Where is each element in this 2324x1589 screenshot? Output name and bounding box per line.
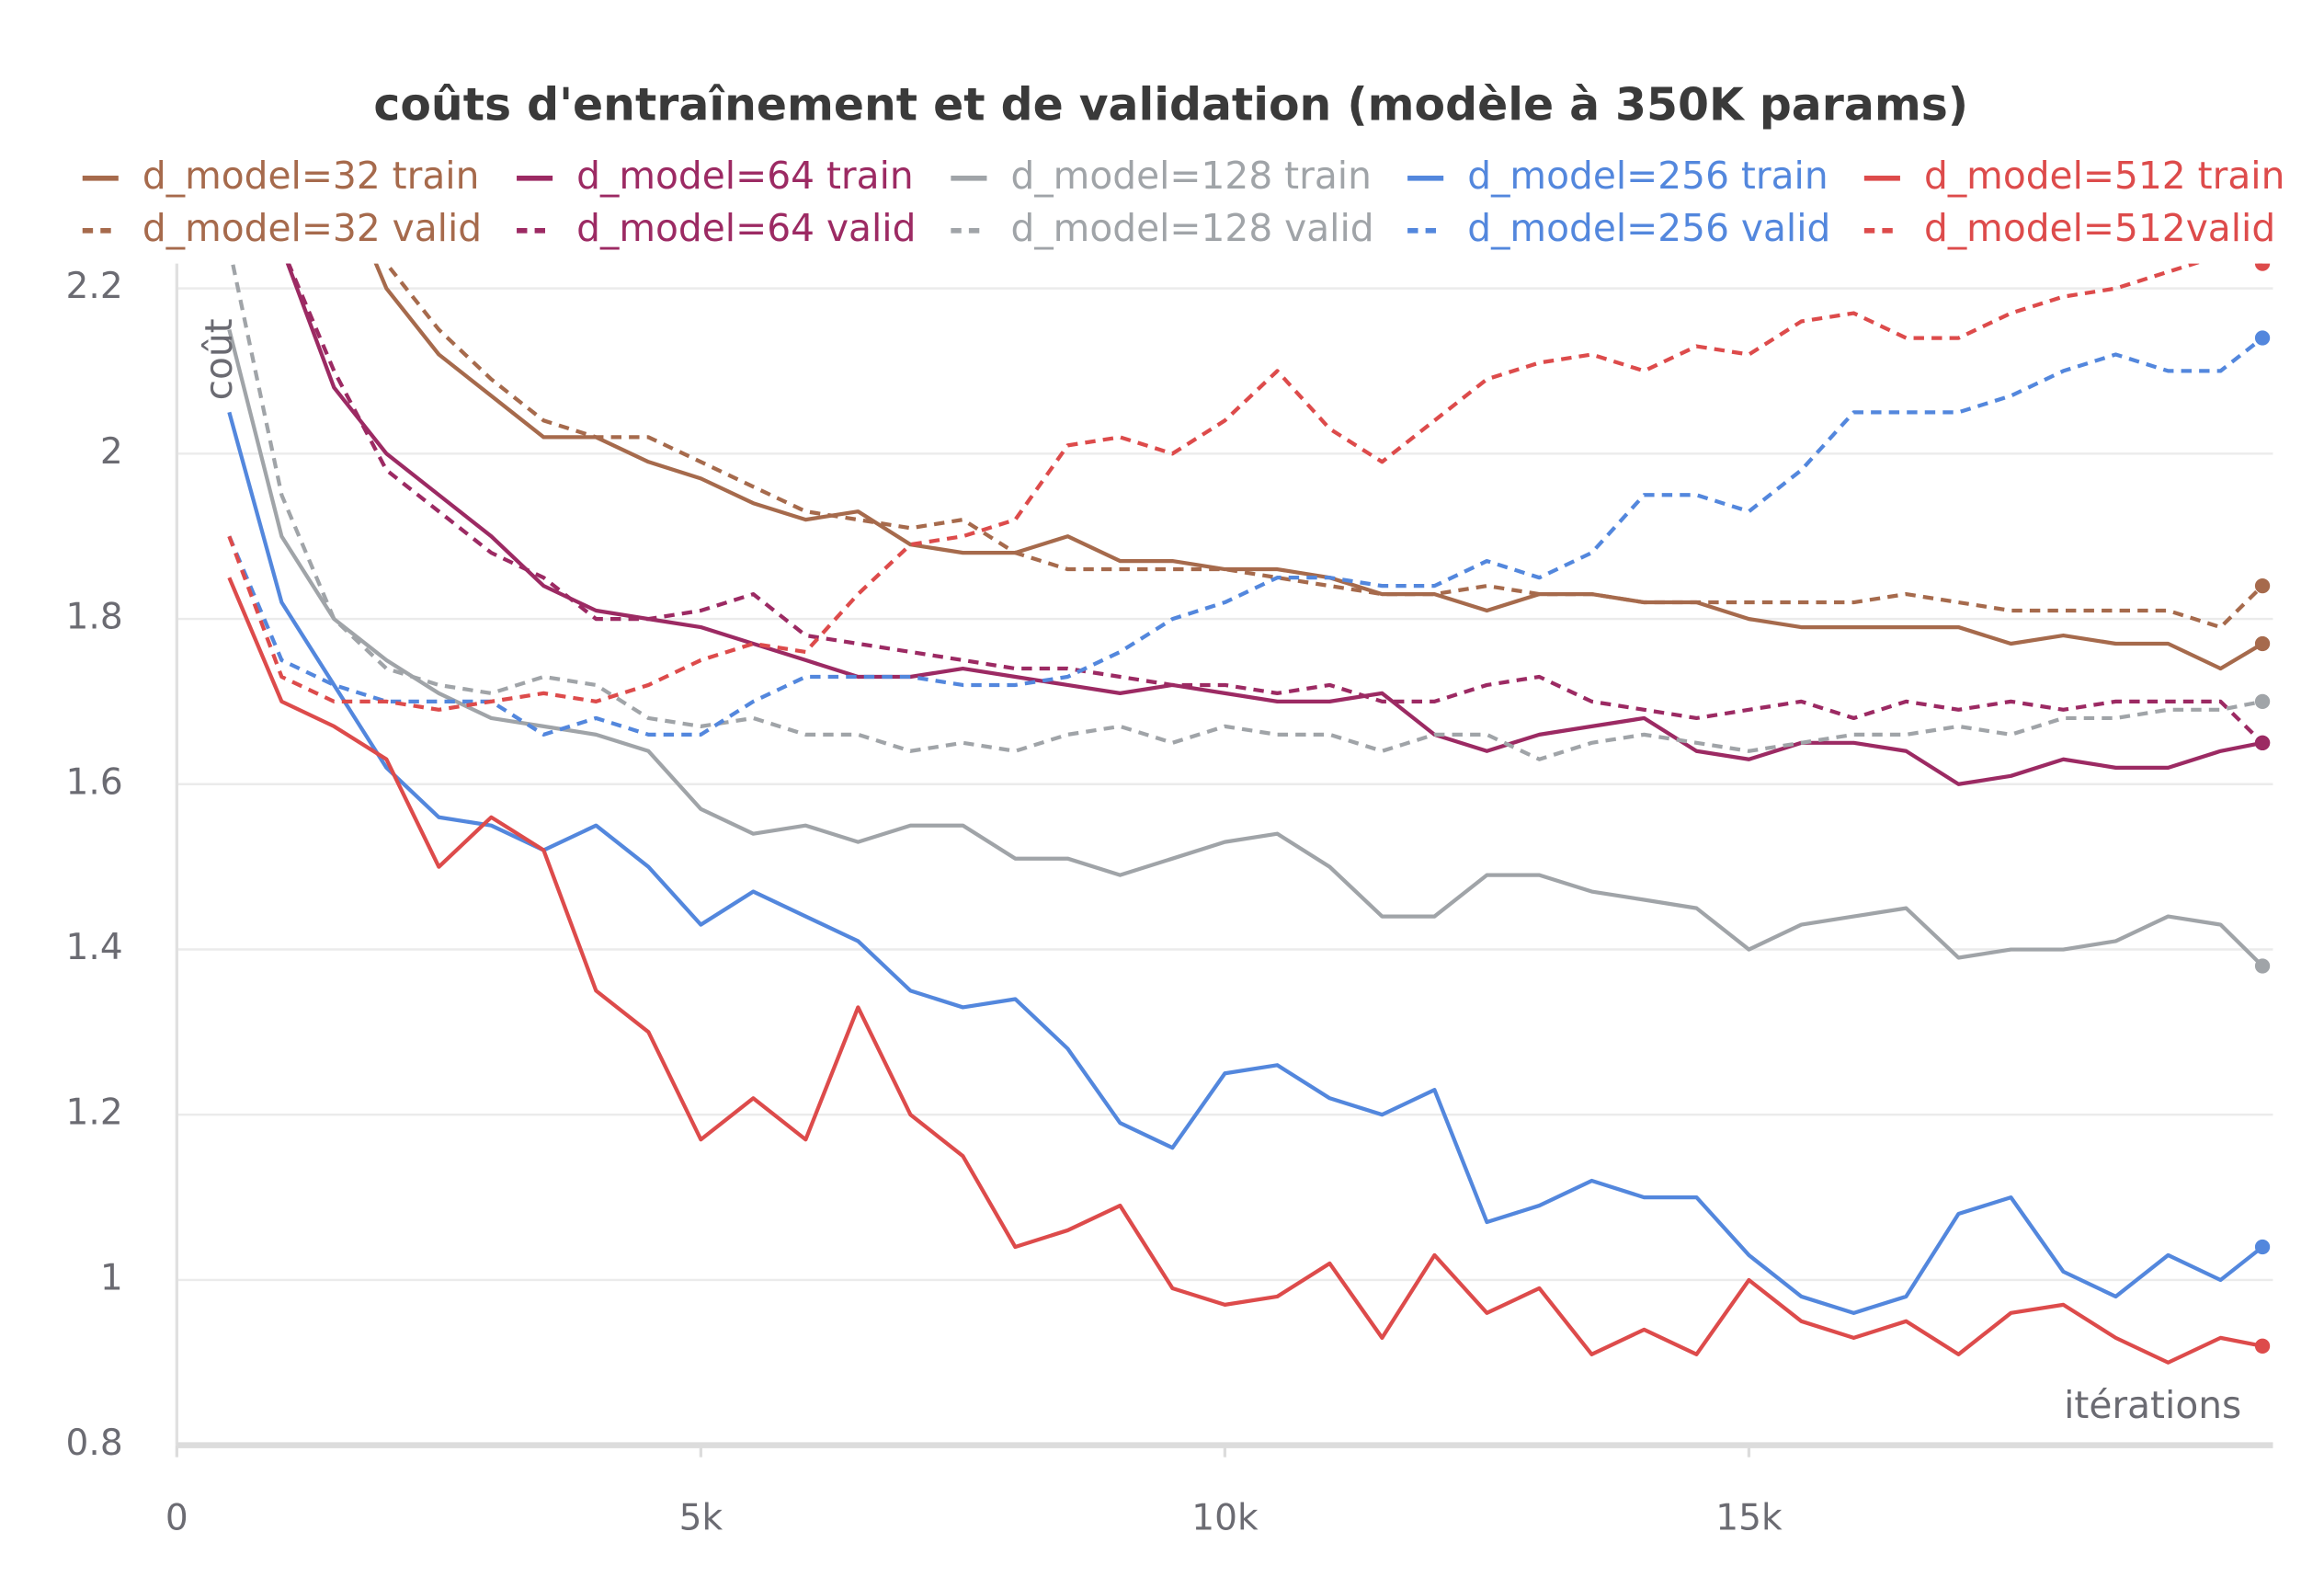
- legend-label: d_model=512valid: [1924, 206, 2275, 250]
- series-line: [286, 263, 2264, 745]
- end-point: [2254, 330, 2271, 346]
- end-point: [2254, 1338, 2271, 1354]
- grid: 0.8 1 1.2 1.4 1.6 1.8 2 2.2 0 5k 10k 15k: [66, 266, 2273, 1539]
- legend-label: d_model=32 train: [142, 154, 480, 198]
- legend-label: d_model=64 valid: [576, 206, 916, 250]
- plot-area: [227, 263, 2271, 1365]
- y-tick-label: 1.8: [66, 597, 123, 638]
- series-line: [383, 263, 2264, 630]
- x-tick-label: 5k: [679, 1498, 723, 1539]
- legend-label: d_model=256 valid: [1467, 206, 1830, 250]
- y-tick-label: 1.6: [66, 761, 123, 803]
- end-point: [2254, 693, 2271, 710]
- y-tick-label: 1.2: [66, 1092, 123, 1134]
- y-tick-label: 1: [100, 1257, 123, 1298]
- legend-label: d_model=256 train: [1467, 154, 1828, 198]
- y-tick-label: 0.8: [66, 1423, 123, 1464]
- series-line: [373, 263, 2264, 671]
- legend: d_model=32 train d_model=64 train d_model=…: [82, 154, 2284, 250]
- end-point: [2254, 635, 2271, 652]
- end-point: [2254, 1239, 2271, 1255]
- legend-label: d_model=64 train: [576, 154, 914, 198]
- x-tick-label: 15k: [1715, 1498, 1783, 1539]
- series-line: [227, 336, 2264, 737]
- legend-label: d_model=128 valid: [1011, 206, 1374, 250]
- end-point: [2254, 263, 2271, 271]
- y-tick-label: 1.4: [66, 927, 123, 968]
- x-tick-label: 10k: [1191, 1498, 1259, 1539]
- legend-label: d_model=32 valid: [142, 206, 482, 250]
- end-point: [2254, 958, 2271, 974]
- y-tick-label: 2: [100, 431, 123, 473]
- series-line: [227, 411, 2264, 1315]
- chart-title: coûts d'entraînement et de validation (m…: [373, 78, 1968, 131]
- y-axis-label: coût: [197, 318, 241, 400]
- end-point: [2254, 735, 2271, 750]
- legend-label: d_model=128 train: [1011, 154, 1372, 198]
- end-point: [2254, 577, 2271, 594]
- x-tick-label: 0: [165, 1498, 188, 1539]
- legend-label: d_model=512 train: [1924, 154, 2284, 198]
- x-axis-label: itérations: [2064, 1383, 2241, 1427]
- series-line: [230, 263, 2263, 761]
- series-line: [227, 263, 2263, 712]
- series-line: [227, 328, 2264, 967]
- y-tick-label: 2.2: [66, 266, 123, 307]
- series-line: [227, 577, 2263, 1365]
